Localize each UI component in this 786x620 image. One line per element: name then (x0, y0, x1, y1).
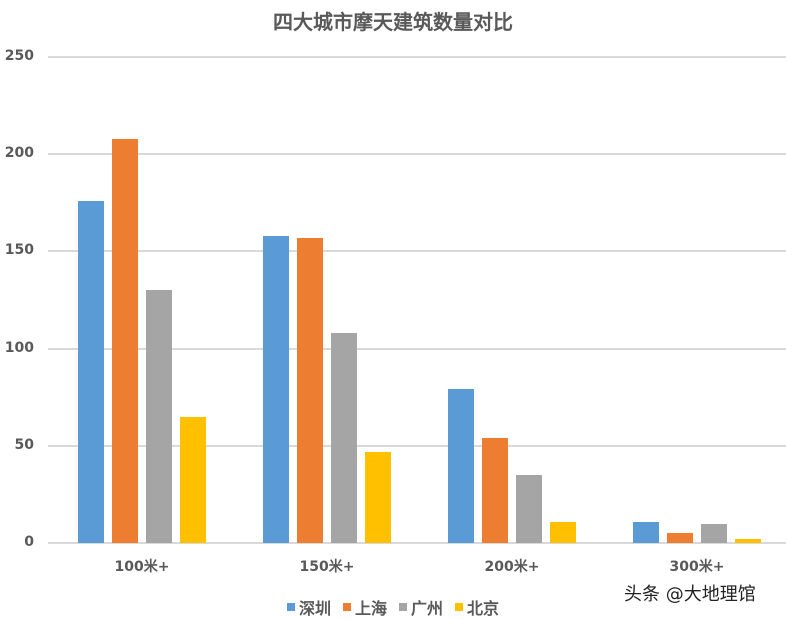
y-tick-label: 250 (4, 48, 34, 64)
gridline (48, 542, 786, 544)
gridline (48, 56, 786, 58)
chart-title: 四大城市摩天建筑数量对比 (273, 10, 513, 34)
legend-label: 广州 (411, 599, 444, 618)
bar (112, 138, 138, 543)
legend-item: 深圳 (286, 595, 331, 619)
gridline (48, 250, 786, 253)
gridline (48, 444, 786, 447)
bar (448, 389, 474, 543)
y-tick-label: 0 (24, 534, 34, 550)
bar (482, 438, 508, 543)
bar (633, 521, 659, 543)
legend-swatch-icon (342, 603, 351, 611)
y-tick-label: 50 (14, 436, 34, 453)
bar (263, 235, 289, 543)
legend-swatch-icon (286, 603, 295, 611)
legend-item: 上海 (342, 595, 387, 619)
plot-area (48, 56, 786, 544)
y-tick-label: 150 (4, 242, 34, 259)
bar (78, 200, 104, 543)
x-tick-label: 150米+ (299, 559, 355, 575)
legend-swatch-icon (455, 603, 464, 611)
y-tick-label: 200 (4, 145, 34, 162)
watermark: 头条 @大地理馆 (624, 584, 756, 605)
legend-swatch-icon (399, 603, 407, 611)
bar (516, 474, 542, 543)
gridline (48, 347, 786, 350)
bar (146, 290, 172, 543)
gridline (48, 153, 786, 156)
bar (331, 333, 357, 543)
bar (667, 533, 693, 543)
x-tick-label: 200米+ (484, 559, 540, 575)
x-tick-label: 300米+ (669, 559, 725, 575)
x-tick-label: 100米+ (114, 559, 170, 575)
legend-item: 广州 (399, 595, 443, 619)
legend-item: 北京 (455, 595, 499, 619)
legend-label: 上海 (354, 599, 387, 618)
bar (550, 521, 576, 543)
bar (180, 416, 206, 543)
bar (701, 523, 727, 543)
legend-label: 北京 (467, 599, 500, 618)
bar (365, 451, 391, 543)
bar (735, 539, 761, 543)
legend-label: 深圳 (298, 599, 331, 618)
bar (297, 237, 323, 543)
y-tick-label: 100 (4, 339, 34, 356)
legend: 深圳 上海 广州 北京 (0, 595, 786, 619)
